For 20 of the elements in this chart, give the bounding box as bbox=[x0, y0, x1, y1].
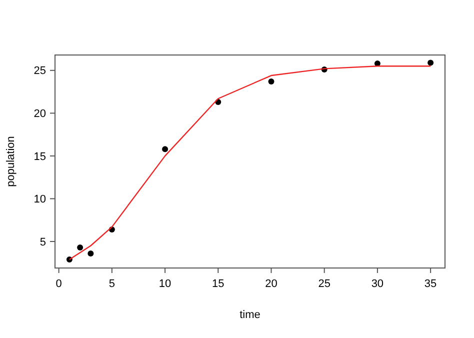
y-axis-title: population bbox=[5, 136, 17, 187]
point bbox=[268, 78, 274, 85]
point bbox=[88, 250, 94, 256]
x-tick-label: 5 bbox=[108, 278, 115, 290]
x-tick-label: 15 bbox=[212, 278, 224, 290]
y-tick-label: 15 bbox=[34, 150, 46, 163]
point bbox=[428, 60, 434, 66]
point bbox=[77, 244, 84, 250]
y-tick-label: 25 bbox=[34, 65, 46, 78]
x-tick-label: 0 bbox=[56, 278, 62, 290]
x-tick-label: 10 bbox=[158, 278, 172, 290]
y-tick-label: 5 bbox=[40, 236, 46, 248]
x-tick-label: 20 bbox=[265, 278, 278, 290]
x-axis-title: time bbox=[240, 309, 260, 321]
x-tick-label: 30 bbox=[371, 278, 384, 290]
point bbox=[162, 146, 168, 152]
y-tick-label: 20 bbox=[34, 108, 46, 120]
y-tick-label: 10 bbox=[34, 194, 46, 206]
x-tick-label: 25 bbox=[318, 278, 330, 290]
x-tick-label: 35 bbox=[424, 278, 437, 290]
